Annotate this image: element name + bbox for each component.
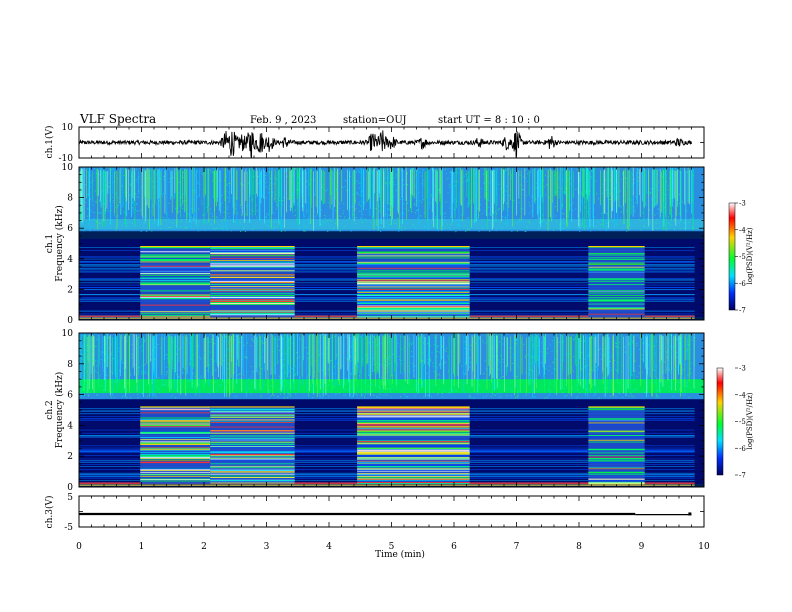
ch1-waveform-panel: 10 -10 ch.1(V): [44, 123, 705, 164]
x-tick-label: 8: [576, 542, 582, 552]
ch2-colorbar: [716, 367, 724, 476]
ch3-waveform-trace: [79, 512, 692, 516]
colorbar-tick-label: -7: [739, 472, 746, 480]
ch1-colorbar-label: log(PSD)(V²/Hz): [746, 227, 754, 284]
colorbar-tick-label: -3: [739, 365, 746, 373]
ch1-waveform-trace: [79, 130, 692, 158]
ch1-waveform-line: [79, 130, 692, 158]
colorbar-tick-label: -4: [739, 391, 746, 399]
x-tick-label: 4: [326, 542, 332, 552]
x-axis-label: Time (min): [375, 549, 425, 560]
ch1-ytick-top: 10: [62, 123, 74, 133]
colorbar-tick-label: -4: [739, 226, 746, 234]
x-tick-label: 6: [451, 542, 457, 552]
spectrogram-ytick-label: 4: [67, 255, 73, 265]
ch1-spectrogram-ylabel: ch.1Frequency (kHz): [45, 205, 65, 282]
x-tick-label: 2: [201, 542, 207, 552]
ch1-spectrogram-panel: 0 2 4 6 8 10 ch.1Frequency (kHz) -3 -4 -5 -6 -7 l…: [45, 163, 754, 326]
ch2-colorbar-label: log(PSD)(V²/Hz): [746, 392, 754, 449]
ch3-ytick-top: 5: [67, 493, 73, 503]
x-tick-label: 10: [698, 542, 710, 552]
colorbar-tick-label: -7: [739, 307, 746, 315]
spectrogram-ytick-label: 2: [67, 452, 73, 462]
spectrogram-ytick-label: 4: [67, 421, 73, 431]
colorbar-tick-label: -5: [739, 418, 746, 426]
x-tick-label: 3: [264, 542, 270, 552]
colorbar-tick-label: -6: [739, 445, 746, 453]
spectrogram-ytick-label: 10: [62, 329, 74, 339]
figure-title: VLF Spectra: [79, 112, 156, 126]
x-tick-label: 1: [139, 542, 145, 552]
x-tick-label: 9: [639, 542, 645, 552]
colorbar-tick-label: -6: [739, 280, 746, 288]
ch2-spectrogram-image: [79, 333, 704, 487]
start-time-label: start UT = 8 : 10 : 0: [438, 115, 540, 126]
spectrogram-ytick-label: 6: [67, 224, 73, 234]
x-tick-label: 7: [514, 542, 520, 552]
spectrogram-ytick-label: 0: [67, 316, 73, 326]
ch3-waveform-ylabel: ch.3(V): [44, 496, 55, 529]
spectrogram-ytick-label: 8: [67, 360, 73, 370]
ch2-spectrogram-ylabel: ch.2Frequency (kHz): [45, 372, 65, 449]
ch3-ytick-bottom: -5: [64, 523, 73, 533]
spectrogram-ytick-label: 6: [67, 391, 73, 401]
spectrogram-ytick-label: 0: [67, 483, 73, 493]
x-tick-label: 5: [389, 542, 395, 552]
ch1-waveform-ylabel: ch.1(V): [44, 126, 55, 159]
colorbar-tick-label: -3: [739, 200, 746, 208]
x-tick-label: 0: [76, 542, 82, 552]
spectrogram-ytick-label: 10: [62, 163, 74, 173]
ch1-ytick-bottom: -10: [59, 154, 74, 164]
station-label: station=OUJ: [343, 115, 407, 126]
spectrogram-ytick-label: 8: [67, 194, 73, 204]
ch3-waveform-panel: 5 -5 ch.3(V) 0 1 2 3 4 5 6 7 8 9 10 Time (min): [44, 493, 710, 560]
ch1-colorbar: [728, 202, 736, 311]
date-label: Feb. 9 , 2023: [250, 115, 316, 126]
burst-block: [588, 246, 645, 317]
colorbar-tick-label: -5: [739, 253, 746, 261]
ch2-spectrogram-panel: 0 2 4 6 8 10 ch.2Frequency (kHz) -3 -4 -5 -6 -7 l…: [45, 329, 754, 493]
spectrogram-ytick-label: 2: [67, 285, 73, 295]
ch1-spectrogram-image: [79, 167, 704, 320]
